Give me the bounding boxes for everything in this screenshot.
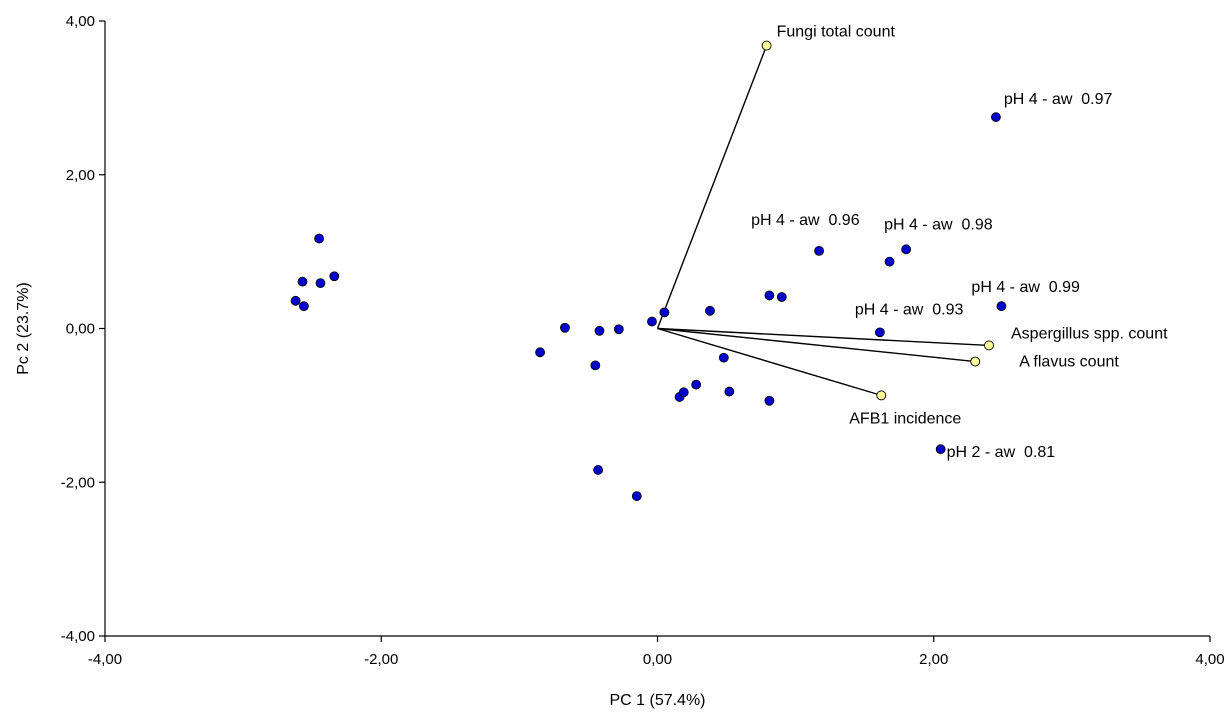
observation-point [991, 112, 1001, 122]
observation-point [590, 360, 601, 371]
observation-point [315, 278, 326, 289]
x-tick-label: -2,00 [364, 651, 398, 668]
observation-point [678, 387, 689, 398]
observation-point [297, 276, 308, 287]
observation-label: pH 2 - aw 0.81 [947, 444, 1056, 461]
variable-vectors [656, 45, 990, 397]
variable-label: Fungi total count [777, 24, 896, 41]
observation-point [718, 352, 729, 363]
observation-point [724, 386, 735, 397]
variable-label: A flavus count [1019, 354, 1119, 371]
observation-point [560, 322, 570, 333]
y-tick-label: 2,00 [66, 167, 95, 184]
observation-point [290, 295, 301, 306]
observation-point [329, 271, 340, 282]
axes: -4,00 -2,00 0,00 2,00 4,00 -4,00 -2,00 0,00 2,00… [61, 13, 1225, 668]
y-tick-label: -2,00 [61, 474, 95, 491]
y-axis-title: Pc 2 (23.7%) [15, 282, 32, 374]
variable-label: Aspergillus spp. count [1011, 325, 1168, 342]
variable-vector-line [657, 327, 882, 397]
point-labels: pH 4 - aw 0.96 pH 4 - aw 0.98 pH 4 - aw 0.… [751, 24, 1168, 462]
observation-label: pH 4 - aw 0.93 [855, 301, 964, 318]
variable-vector-line [656, 45, 768, 329]
observation-point [631, 491, 642, 501]
variable-label: AFB1 incidence [849, 410, 961, 427]
observation-point [593, 465, 604, 475]
observation-point [594, 325, 605, 336]
observation-point [935, 444, 946, 455]
observation-point [647, 316, 657, 327]
observation-label: pH 4 - aw 0.99 [971, 279, 1080, 296]
observation-label: pH 4 - aw 0.97 [1004, 91, 1113, 108]
observation-point [705, 305, 715, 316]
observation-point [613, 324, 624, 335]
observation-point [814, 245, 825, 256]
observation-point [314, 233, 324, 244]
variable-vector-line [657, 327, 976, 363]
variable-point [876, 390, 887, 401]
observation-point [996, 301, 1007, 312]
x-tick-label: -4,00 [88, 651, 122, 668]
y-tick-label: 4,00 [66, 13, 95, 30]
observation-points [290, 40, 1007, 501]
x-tick-label: 2,00 [919, 651, 948, 668]
observation-point [691, 379, 702, 390]
observation-point [884, 256, 895, 267]
observation-label: pH 4 - aw 0.96 [751, 212, 860, 229]
observation-point [535, 347, 545, 358]
variable-point [761, 40, 772, 51]
y-tick-label: -4,00 [61, 628, 95, 645]
observation-point [776, 292, 787, 302]
observation-point [764, 395, 775, 406]
observation-label: pH 4 - aw 0.98 [884, 216, 993, 233]
variable-point [970, 356, 981, 367]
variable-point [984, 340, 994, 351]
x-axis-title: PC 1 (57.4%) [609, 692, 705, 709]
observation-point [298, 301, 309, 312]
observation-point [764, 290, 775, 301]
variable-vector-line [657, 327, 990, 347]
y-tick-label: 0,00 [66, 321, 95, 338]
observation-point [659, 307, 670, 318]
observation-point [901, 244, 912, 255]
observation-point [874, 327, 885, 338]
x-tick-label: 4,00 [1195, 651, 1224, 668]
x-tick-label: 0,00 [643, 651, 672, 668]
